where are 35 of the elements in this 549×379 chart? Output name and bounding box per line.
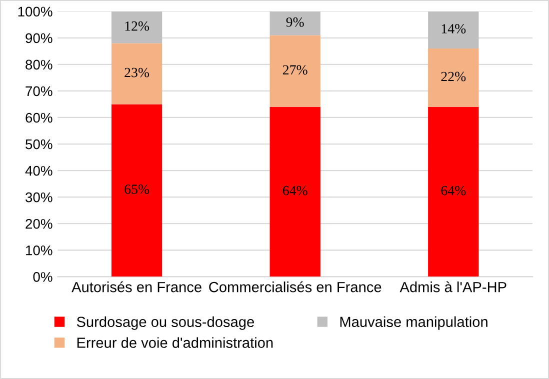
bar xyxy=(111,11,162,44)
text: 64% xyxy=(282,186,308,196)
bar xyxy=(428,106,479,277)
bar xyxy=(270,11,320,36)
text: 65% xyxy=(124,184,150,194)
legend-label: Surdosage ou sous-dosage xyxy=(76,316,254,330)
bar xyxy=(111,43,162,104)
y-tick-label: 50% xyxy=(26,139,52,150)
x-tick-label: Autorisés en France xyxy=(72,281,202,292)
bar xyxy=(270,35,320,107)
y-tick-label: 40% xyxy=(25,166,52,176)
bar xyxy=(111,104,162,277)
y-tick-label: 80% xyxy=(26,60,52,70)
text: 14% xyxy=(442,24,466,34)
y-tick-label: 100% xyxy=(18,6,52,17)
y-tick-label: 60% xyxy=(26,112,52,123)
y-tick-label: 90% xyxy=(26,33,52,44)
y-tick-label: 10% xyxy=(26,245,52,256)
y-tick-label: 0% xyxy=(33,272,52,282)
text: 27% xyxy=(282,65,308,75)
y-tick-label: 30% xyxy=(26,192,52,202)
y-tick-label: 70% xyxy=(26,86,52,96)
bar xyxy=(428,11,479,49)
text: 64% xyxy=(441,186,466,196)
legend-label: Erreur de voie d'administration xyxy=(77,337,273,348)
x-tick-label: Admis à l'AP-HP xyxy=(400,281,506,292)
text: 9% xyxy=(286,17,304,27)
bar xyxy=(428,48,479,107)
x-tick-label: Commercialisés en France xyxy=(209,281,382,292)
y-tick-label: 20% xyxy=(26,218,52,229)
text: 12% xyxy=(125,21,150,31)
text: 23% xyxy=(124,68,150,78)
bar xyxy=(270,106,320,277)
text: 22% xyxy=(441,72,466,82)
legend-label: Mauvaise manipulation xyxy=(340,316,488,330)
